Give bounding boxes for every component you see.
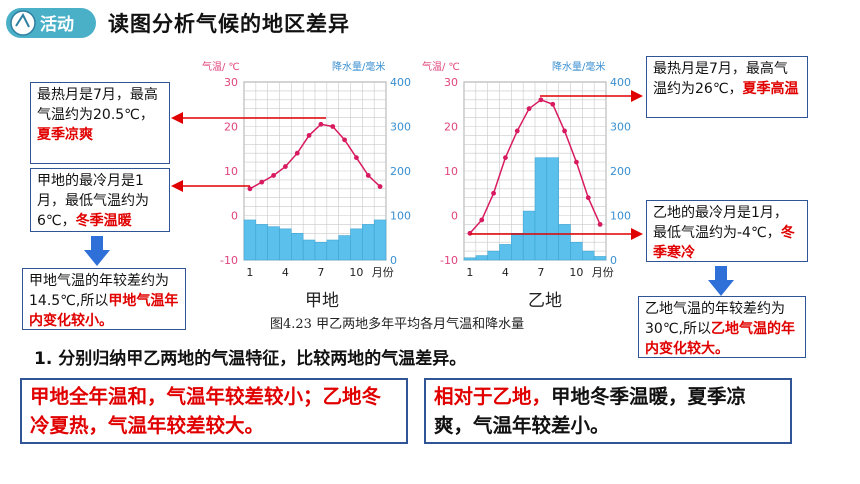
temperature-point <box>294 150 300 156</box>
precip-bar <box>593 256 607 261</box>
temp-tick-label: 10 <box>444 165 458 178</box>
precip-tick-label: 300 <box>390 121 411 134</box>
temperature-point <box>318 121 324 127</box>
x-tick-label: 1 <box>466 266 473 279</box>
temperature-point <box>526 106 532 112</box>
callout-jia-cold: 甲地的最冷月是1月，最低气温约为6℃，冬季温暖 <box>30 168 170 232</box>
temperature-point <box>283 164 288 169</box>
temperature-point <box>585 195 591 201</box>
place-label-yi: 乙地 <box>528 291 562 311</box>
temp-tick-label: 0 <box>451 210 458 223</box>
badge-text: 活动 <box>40 14 74 35</box>
callout-yi-hot-text: 最热月是7月，最高气温约为26℃， <box>653 61 788 97</box>
precip-tick-label: 400 <box>390 76 411 89</box>
temp-axis-label: 气温/ ℃ <box>422 60 460 73</box>
temperature-point <box>479 217 485 223</box>
answer-left-text: 甲地全年温和，气温年较差较小；乙地冬冷夏热，气温年较差较大。 <box>30 385 382 437</box>
precip-bar <box>546 157 559 261</box>
precip-tick-label: 0 <box>390 254 397 267</box>
temp-tick-label: 30 <box>444 76 458 89</box>
precip-tick-label: 100 <box>610 210 631 223</box>
callout-yi-range-text: 乙地气温的年较差约为30℃,所以 <box>645 301 785 337</box>
down-arrow-icon <box>84 236 110 266</box>
temp-tick-label: 20 <box>444 121 458 134</box>
temperature-point <box>574 159 579 165</box>
x-tick-label: 4 <box>502 266 509 279</box>
temperature-point <box>306 133 312 138</box>
precip-bar <box>373 219 387 261</box>
x-axis-unit: 月份 <box>372 266 394 279</box>
precip-tick-label: 200 <box>610 165 631 178</box>
temp-tick-label: 0 <box>231 210 238 223</box>
temp-axis-label: 气温/ ℃ <box>202 60 240 73</box>
page-title: 读图分析气候的地区差异 <box>108 12 350 36</box>
temperature-point <box>503 155 508 161</box>
callout-yi-hot-emphasis: 夏季高温 <box>742 81 799 97</box>
callout-jia-hot-emphasis: 夏季凉爽 <box>37 127 93 143</box>
answer-box-left: 甲地全年温和，气温年较差较小；乙地冬冷夏热，气温年较差较大。 <box>20 378 408 444</box>
callout-jia-range-emphasis: 甲地气温年内变化较小。 <box>29 293 179 329</box>
temp-tick-label: 30 <box>224 76 238 89</box>
temperature-point <box>491 190 496 196</box>
temperature-line <box>469 98 601 234</box>
temperature-point <box>330 124 336 129</box>
answer-right-emphasis: 相对于乙地， <box>434 385 552 408</box>
callout-jia-hot: 最热月是7月，最高气温约为20.5℃， 夏季凉爽 <box>30 82 170 164</box>
temperature-point <box>550 101 556 107</box>
temp-tick-label: -10 <box>220 254 238 267</box>
temperature-point <box>365 173 371 178</box>
temperature-point <box>597 222 603 227</box>
callout-yi-cold-emphasis: 冬季寒冷 <box>653 225 795 261</box>
precip-axis-label: 降水量/毫米 <box>552 60 605 73</box>
temperature-point <box>271 173 276 178</box>
x-tick-label: 7 <box>537 266 544 279</box>
place-label-jia: 甲地 <box>305 291 339 311</box>
temperature-point <box>247 186 253 192</box>
precip-tick-label: 100 <box>390 210 411 223</box>
callout-jia-range-text: 甲地气温的年较差约为14.5℃,所以 <box>29 273 169 309</box>
temp-tick-label: 10 <box>224 165 238 178</box>
callout-jia-cold-text: 甲地的最冷月是1月，最低气温约为6℃， <box>37 173 149 229</box>
x-tick-label: 4 <box>282 266 289 279</box>
temp-tick-label: -10 <box>440 254 458 267</box>
callout-yi-cold-text: 乙地的最冷月是1月，最低气温约为-4℃， <box>653 205 788 241</box>
question-text: 1. 分别归纳甲乙两地的气温特征，比较两地的气温差异。 <box>34 349 467 369</box>
callout-yi-range: 乙地气温的年较差约为30℃,所以乙地气温的年内变化较大。 <box>638 296 806 358</box>
answer-right-text: 甲地冬季温暖，夏季凉爽，气温年较差小。 <box>434 385 747 437</box>
temperature-point <box>514 128 520 134</box>
precip-tick-label: 400 <box>610 76 631 89</box>
answer-box-right: 相对于乙地，甲地冬季温暖，夏季凉爽，气温年较差小。 <box>424 378 792 444</box>
temperature-point <box>377 184 383 189</box>
x-tick-label: 10 <box>349 266 363 279</box>
callout-jia-hot-text: 最热月是7月，最高气温约为20.5℃， <box>37 87 158 123</box>
activity-badge: 活动 <box>6 8 96 38</box>
precip-tick-label: 0 <box>610 254 617 267</box>
figure-caption: 图4.23 甲乙两地多年平均各月气温和降水量 <box>270 317 525 332</box>
x-tick-label: 10 <box>569 266 583 279</box>
x-tick-label: 1 <box>246 266 253 279</box>
temperature-point <box>538 97 544 103</box>
callout-jia-cold-emphasis: 冬季温暖 <box>75 213 132 229</box>
temp-tick-label: 20 <box>224 121 238 134</box>
callout-jia-range: 甲地气温的年较差约为14.5℃,所以甲地气温年内变化较小。 <box>22 268 186 330</box>
precip-axis-label: 降水量/毫米 <box>332 60 385 73</box>
temperature-point <box>354 155 359 161</box>
x-axis-unit: 月份 <box>592 266 614 279</box>
precip-tick-label: 300 <box>610 121 631 134</box>
down-arrow-icon <box>708 266 734 296</box>
temperature-point <box>259 179 265 185</box>
temperature-point <box>562 128 567 134</box>
precip-tick-label: 200 <box>390 165 411 178</box>
callout-yi-cold: 乙地的最冷月是1月，最低气温约为-4℃，冬季寒冷 <box>646 200 808 262</box>
x-tick-label: 7 <box>317 266 324 279</box>
callout-yi-hot: 最热月是7月，最高气温约为26℃，夏季高温 <box>646 56 808 118</box>
precip-bar <box>582 250 595 261</box>
callout-yi-range-emphasis: 乙地气温的年内变化较大。 <box>645 321 795 357</box>
temperature-point <box>342 137 347 143</box>
